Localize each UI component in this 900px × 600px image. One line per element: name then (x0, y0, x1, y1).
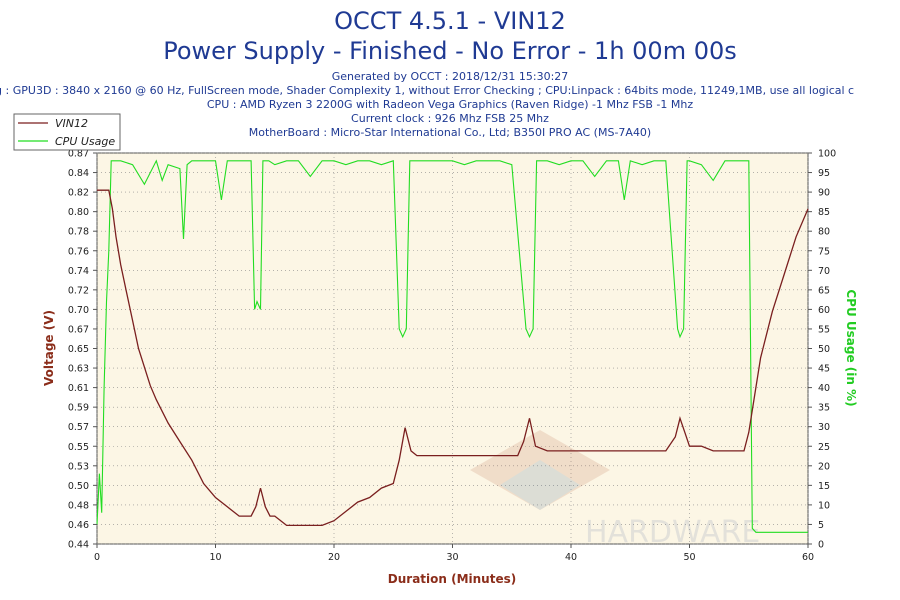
y2-tick-label: 30 (818, 422, 830, 433)
y2-tick-label: 15 (818, 481, 830, 492)
y-tick-label: 0.65 (68, 344, 89, 355)
y-tick-label: 0.72 (68, 285, 89, 296)
y2-tick-label: 75 (818, 246, 830, 257)
y-axis-title: Voltage (V) (42, 310, 56, 386)
y2-tick-label: 55 (818, 324, 830, 335)
x-tick-label: 0 (94, 552, 100, 563)
y2-tick-label: 45 (818, 364, 830, 375)
y-tick-label: 0.80 (68, 207, 89, 218)
y-tick-label: 0.78 (68, 227, 89, 238)
y2-tick-label: 20 (818, 461, 830, 472)
y2-tick-label: 0 (818, 540, 824, 551)
series-layer (96, 159, 809, 533)
svg-text:HARDWARE: HARDWARE (585, 515, 760, 550)
y-tick-label: 0.84 (68, 168, 89, 179)
y-tick-label: 0.48 (68, 500, 89, 511)
info-line-motherboard: MotherBoard : Micro-Star International C… (249, 126, 651, 139)
y-tick-label: 0.59 (68, 403, 89, 414)
left-axis-ticks: 0.44 0.46 0.48 0.50 0.53 0.55 0.57 0.59 0.61 0.63… (68, 149, 97, 551)
y-tick-label: 0.70 (68, 305, 89, 316)
legend-label-vin12: VIN12 (55, 117, 88, 130)
y2-tick-label: 10 (818, 500, 830, 511)
y2-tick-label: 100 (818, 149, 836, 160)
y2-tick-label: 85 (818, 207, 830, 218)
x-tick-label: 30 (446, 552, 458, 563)
y-tick-label: 0.82 (68, 188, 89, 199)
chart-title: OCCT 4.5.1 - VIN12 (334, 7, 566, 35)
chart-subtitle: Power Supply - Finished - No Error - 1h … (163, 37, 737, 65)
info-line-clock: Current clock : 926 Mhz FSB 25 Mhz (351, 112, 549, 125)
y-tick-label: 0.87 (68, 149, 89, 160)
series-line-vin12 (97, 189, 809, 527)
x-tick-label: 40 (565, 552, 577, 563)
y2-tick-label: 5 (818, 520, 824, 531)
watermark-logo: HARDWARE (470, 430, 760, 550)
legend-box (13, 113, 121, 151)
x-tick-label: 50 (683, 552, 695, 563)
y2-axis-title: CPU Usage (in %) (844, 289, 858, 406)
y2-tick-label: 70 (818, 266, 830, 277)
y-tick-label: 0.53 (68, 461, 89, 472)
y2-tick-label: 90 (818, 188, 830, 199)
series-line-cpu-usage (96, 159, 808, 533)
info-line-cpu: CPU : AMD Ryzen 3 2200G with Radeon Vega… (207, 98, 693, 111)
right-axis-ticks: 0 5 10 15 20 25 30 35 40 45 50 55 60 65 70 75 80 85 90 95 10… (808, 149, 836, 551)
y-tick-label: 0.74 (68, 266, 89, 277)
legend-label-cpu-usage: CPU Usage (55, 135, 115, 148)
x-tick-label: 60 (802, 552, 814, 563)
info-line-config: ig : GPU3D : 3840 x 2160 @ 60 Hz, FullSc… (0, 84, 854, 97)
y2-tick-label: 80 (818, 227, 830, 238)
y2-tick-label: 35 (818, 403, 830, 414)
y2-tick-label: 50 (818, 344, 830, 355)
y-tick-label: 0.63 (68, 364, 89, 375)
y-tick-label: 0.61 (68, 383, 89, 394)
legend: VIN12 CPU Usage (13, 113, 121, 151)
y-tick-label: 0.55 (68, 442, 89, 453)
y-tick-label: 0.46 (68, 520, 89, 531)
y-tick-label: 0.76 (68, 246, 89, 257)
x-tick-label: 20 (328, 552, 340, 563)
x-tick-label: 10 (209, 552, 221, 563)
y-tick-label: 0.57 (68, 422, 89, 433)
y-tick-label: 0.50 (68, 481, 89, 492)
y-tick-label: 0.44 (68, 540, 89, 551)
y2-tick-label: 60 (818, 305, 830, 316)
x-axis-ticks: 0 10 20 30 40 50 60 (94, 544, 814, 563)
y-tick-label: 0.67 (68, 324, 89, 335)
x-axis-title: Duration (Minutes) (388, 572, 516, 586)
info-line-generated: Generated by OCCT : 2018/12/31 15:30:27 (332, 70, 569, 83)
y2-tick-label: 25 (818, 442, 830, 453)
y2-tick-label: 65 (818, 285, 830, 296)
y2-tick-label: 40 (818, 383, 830, 394)
y2-tick-label: 95 (818, 168, 830, 179)
